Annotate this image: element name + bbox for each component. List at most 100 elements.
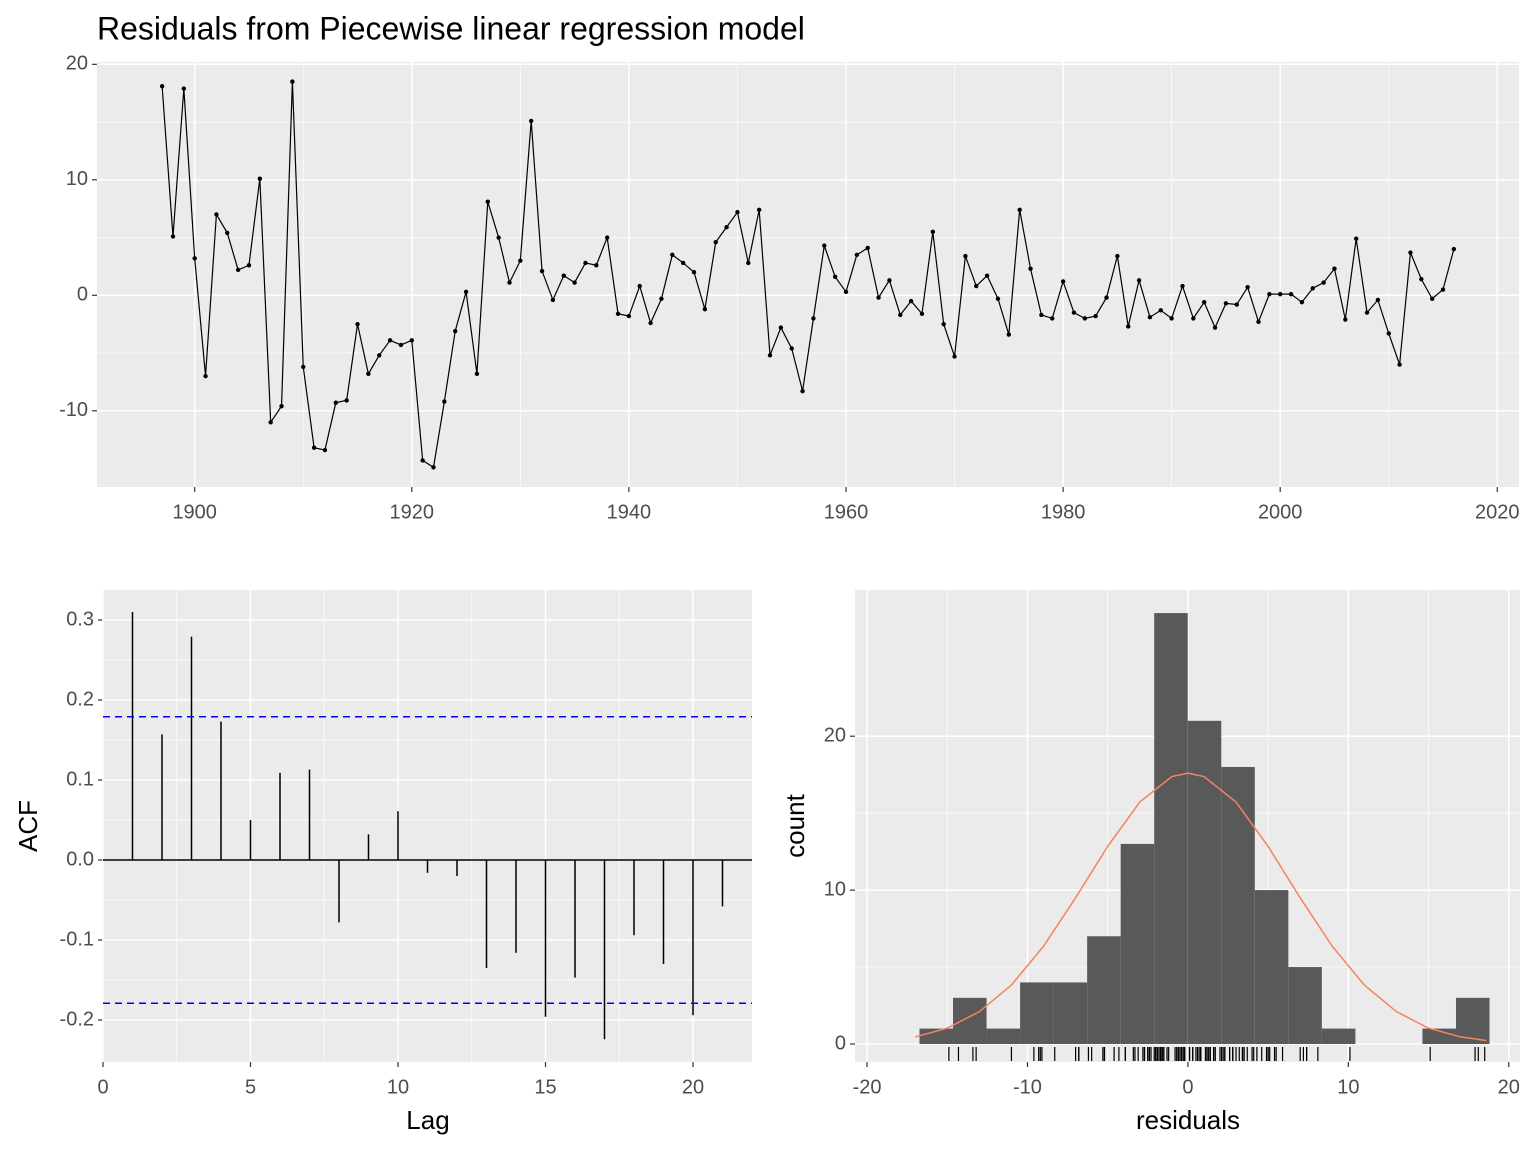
- residual-point: [290, 79, 295, 84]
- residual-point: [626, 313, 632, 319]
- x-axis-title: residuals: [1136, 1105, 1240, 1135]
- residual-point: [1071, 310, 1077, 315]
- residual-point: [637, 283, 642, 289]
- histogram-bar: [1154, 613, 1188, 1044]
- residual-point: [235, 267, 241, 273]
- residual-point: [908, 298, 914, 304]
- histogram-bar: [1120, 843, 1155, 1044]
- x-tick-label: 1920: [390, 501, 435, 523]
- residual-point: [800, 388, 805, 394]
- y-tick-label: 0: [77, 284, 88, 306]
- histogram-bar: [919, 1028, 954, 1044]
- residual-point: [1267, 291, 1272, 297]
- residual-point: [1104, 295, 1109, 300]
- residual-point: [1451, 246, 1457, 252]
- x-tick-label: 20: [1498, 1076, 1520, 1098]
- residual-point: [1212, 325, 1218, 330]
- y-tick-label: 10: [824, 878, 846, 900]
- normal-curve: [914, 772, 1487, 1042]
- residual-point: [550, 297, 556, 303]
- residual-point: [887, 278, 892, 283]
- residual-point: [387, 338, 393, 343]
- residual-point: [843, 289, 849, 295]
- x-tick-label: 1940: [607, 501, 652, 523]
- residual-point: [159, 84, 165, 89]
- x-tick-label: 0: [1182, 1076, 1193, 1098]
- residual-point: [1299, 300, 1305, 305]
- x-tick-label: 2000: [1258, 501, 1303, 523]
- histogram-bar: [953, 997, 987, 1044]
- residual-point: [1408, 250, 1413, 255]
- residual-point: [778, 325, 784, 330]
- residual-point: [767, 353, 773, 358]
- histogram-bar: [1187, 720, 1222, 1044]
- y-tick-label: 0: [835, 1032, 846, 1054]
- y-axis-title: count: [780, 793, 810, 857]
- panel-background: [97, 62, 1519, 487]
- residual-point: [1234, 302, 1239, 307]
- residual-point: [659, 296, 664, 301]
- histogram-bar: [1087, 936, 1121, 1044]
- residual-point: [1321, 280, 1326, 285]
- x-tick-label: 5: [245, 1076, 256, 1098]
- histogram-bar: [1053, 982, 1088, 1044]
- residual-point: [724, 224, 729, 230]
- residual-point: [1310, 286, 1315, 291]
- residual-point: [409, 338, 414, 343]
- residual-point: [648, 320, 653, 326]
- residual-point: [496, 235, 501, 240]
- y-tick-label: 20: [824, 724, 846, 746]
- residual-point: [333, 400, 339, 405]
- residual-point: [670, 252, 675, 258]
- x-tick-label: 1900: [172, 501, 217, 523]
- residual-point: [181, 86, 187, 91]
- residual-point: [431, 465, 436, 470]
- residual-point: [995, 296, 1001, 301]
- residual-point: [974, 283, 979, 289]
- residual-point: [344, 398, 349, 403]
- residual-point: [539, 268, 545, 274]
- y-tick-label: 10: [66, 168, 88, 190]
- residual-point: [203, 373, 208, 379]
- y-tick-label: 0.1: [66, 768, 94, 790]
- residual-point: [268, 420, 273, 425]
- residual-line: [161, 81, 1455, 469]
- residual-point: [876, 295, 881, 300]
- y-tick-label: -0.1: [60, 928, 94, 950]
- residual-point: [1223, 301, 1229, 306]
- residual-point: [1343, 317, 1348, 322]
- residual-point: [1364, 310, 1370, 315]
- residual-point: [1169, 316, 1174, 321]
- residual-point: [594, 263, 599, 268]
- residual-point: [702, 306, 708, 312]
- residual-point: [1126, 324, 1131, 329]
- residual-point: [453, 328, 458, 334]
- residual-point: [398, 342, 404, 348]
- y-tick-label: 0.0: [66, 848, 94, 870]
- residual-point: [1245, 285, 1250, 290]
- residual-point: [1082, 316, 1088, 321]
- residual-point: [930, 229, 936, 234]
- residual-point: [170, 234, 176, 239]
- residual-point: [1202, 300, 1207, 305]
- residual-point: [680, 260, 686, 266]
- residual-point: [1386, 331, 1391, 336]
- y-tick-label: -10: [59, 399, 88, 421]
- residual-point: [756, 207, 762, 213]
- residual-point: [322, 447, 328, 453]
- residual-point: [485, 199, 490, 204]
- residual-point: [1017, 207, 1022, 213]
- residual-point: [1288, 291, 1294, 297]
- residual-point: [1006, 332, 1012, 337]
- residual-point: [214, 212, 219, 217]
- residual-point: [1039, 312, 1044, 318]
- residual-point: [1180, 283, 1185, 289]
- residual-point: [1093, 313, 1098, 319]
- residual-point: [984, 273, 990, 278]
- residual-point: [1256, 319, 1261, 325]
- residual-point: [1115, 253, 1120, 259]
- residual-point: [507, 280, 512, 285]
- residual-point: [713, 239, 718, 245]
- residual-point: [301, 364, 306, 370]
